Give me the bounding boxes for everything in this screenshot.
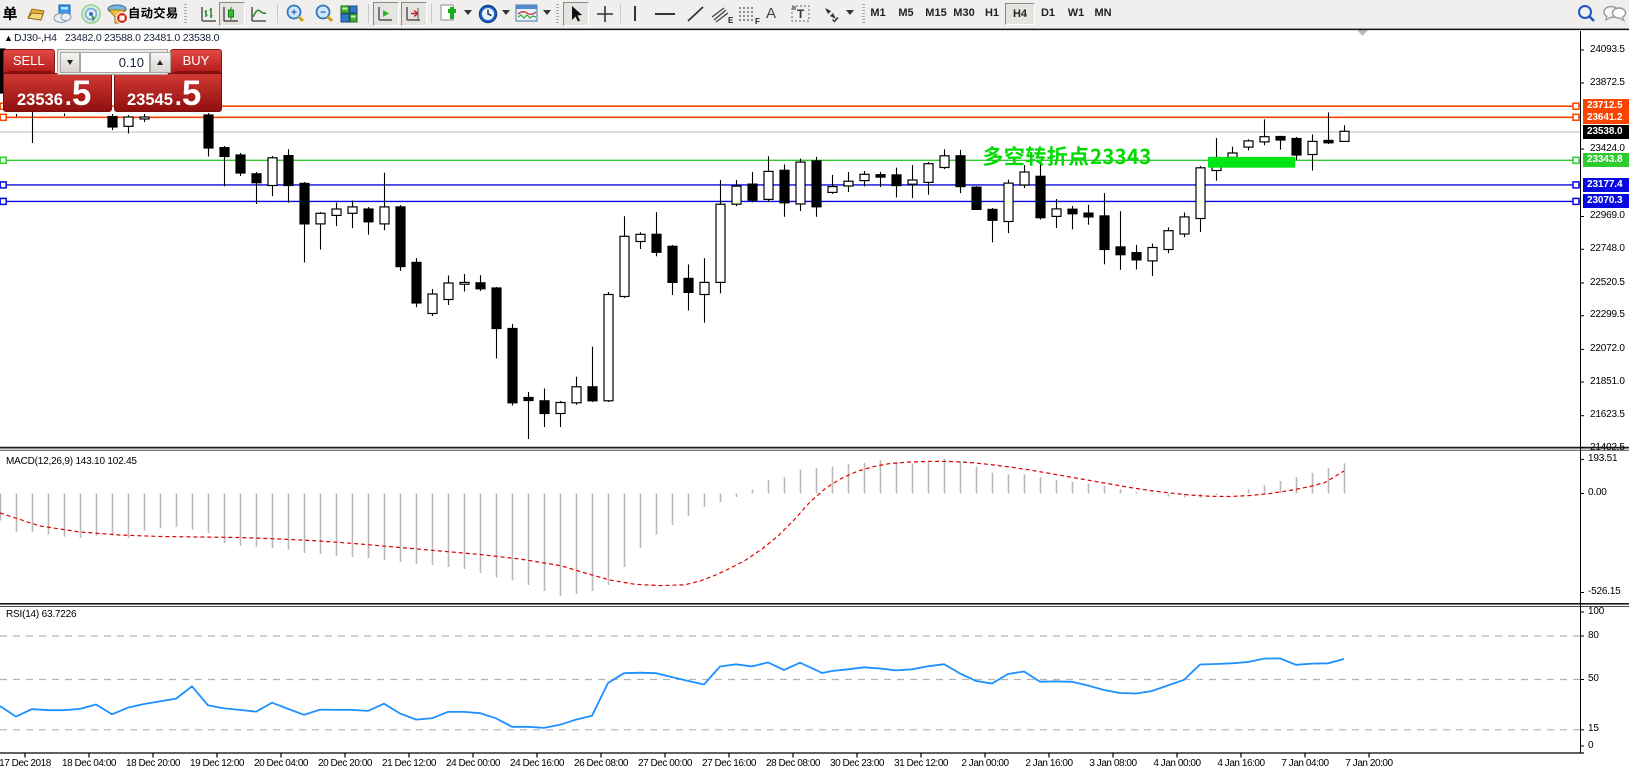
svg-text:E: E: [728, 16, 734, 25]
svg-text:T: T: [797, 7, 805, 21]
svg-text:−: −: [320, 8, 326, 19]
svg-text:F: F: [755, 17, 760, 25]
svg-text:+: +: [291, 8, 297, 19]
